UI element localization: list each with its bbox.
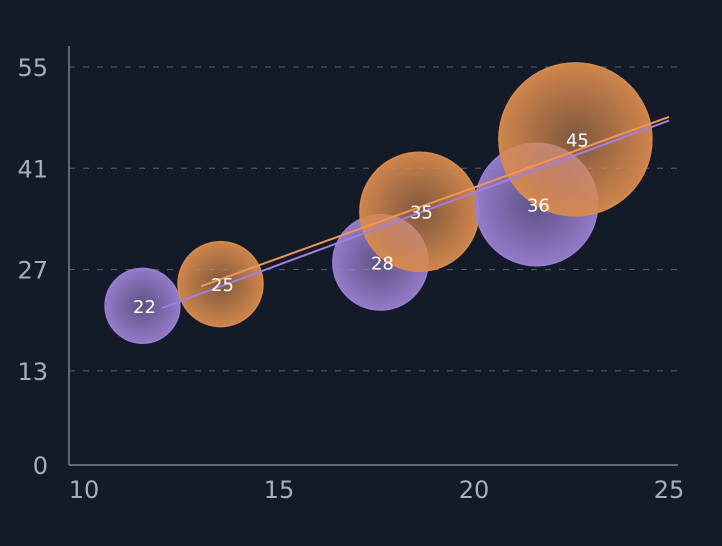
y-tick-label-55: 55 (17, 54, 48, 82)
label-layer: 22 25 28 35 36 45 (133, 130, 589, 317)
bubble-label-45: 45 (566, 130, 589, 151)
bubble-label-22: 22 (133, 297, 156, 318)
y-tick-label-0: 0 (33, 452, 48, 480)
trend-layer (161, 115, 670, 309)
bubble-layer (104, 62, 653, 344)
bubble-series-2-point-1 (177, 240, 264, 328)
x-tick-label-25: 25 (654, 476, 685, 504)
bubble-label-36: 36 (527, 195, 550, 216)
x-tick-label-20: 20 (459, 476, 490, 504)
x-tick-label-10: 10 (69, 476, 100, 504)
bubble-label-25: 25 (211, 275, 234, 296)
bubble-label-28: 28 (371, 253, 394, 274)
bubble-series-1-point-1 (104, 267, 181, 344)
axis-layer: 0 13 27 41 55 10 15 20 25 (17, 46, 684, 504)
y-tick-label-13: 13 (17, 358, 48, 386)
trendline-series-2 (200, 115, 670, 288)
trendline-series-1 (161, 119, 670, 309)
x-tick-label-15: 15 (264, 476, 295, 504)
y-tick-label-41: 41 (17, 155, 48, 183)
y-tick-label-27: 27 (17, 257, 48, 285)
bubble-label-35: 35 (410, 203, 433, 224)
bubble-series-2-point-3 (498, 62, 653, 217)
